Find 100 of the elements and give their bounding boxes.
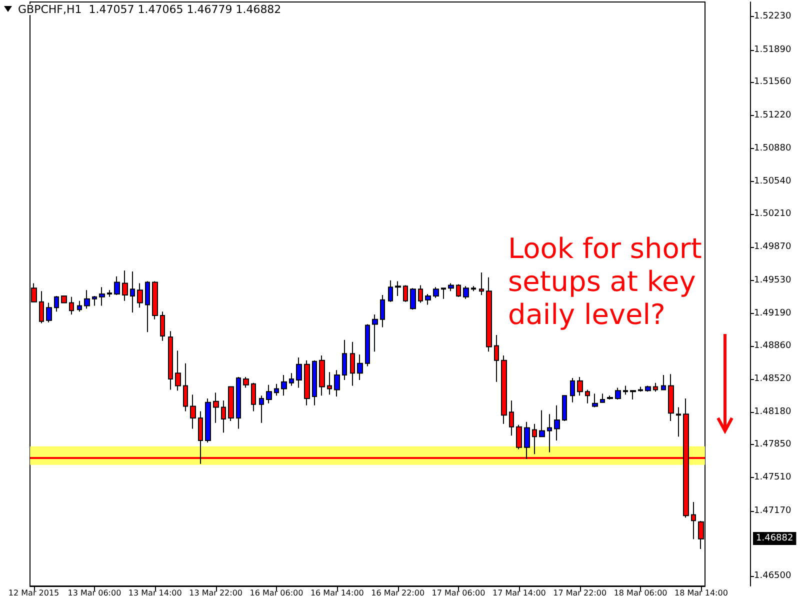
y-tick-label: 1.47510 xyxy=(754,472,792,483)
candlestick xyxy=(403,284,408,302)
candlestick xyxy=(592,393,598,408)
candlestick xyxy=(623,385,628,396)
candlestick xyxy=(107,290,112,298)
chart-title: GBPCHF,H1 1.47057 1.47065 1.46779 1.46882 xyxy=(18,3,282,16)
candlestick xyxy=(448,282,454,292)
candlestick xyxy=(145,280,150,333)
text: 1.46882 xyxy=(756,534,794,544)
candlestick xyxy=(570,377,575,403)
candlestick xyxy=(418,284,423,304)
candlestick xyxy=(183,362,188,412)
candlestick xyxy=(152,280,158,320)
candlestick xyxy=(554,404,560,441)
y-tick-label: 1.50210 xyxy=(754,208,792,219)
candlestick xyxy=(501,355,507,424)
candlestick xyxy=(46,302,52,323)
x-tick-label: 13 Mar 22:00 xyxy=(189,588,243,598)
candlestick xyxy=(691,502,696,540)
candlestick xyxy=(516,424,522,450)
candlestick xyxy=(213,392,219,424)
candlestick xyxy=(668,374,674,422)
y-tick-label: 1.46500 xyxy=(754,571,792,582)
candlestick xyxy=(577,376,583,396)
candlestick xyxy=(312,360,317,406)
candlestick xyxy=(509,400,514,436)
y-tick-label: 1.50540 xyxy=(754,176,792,187)
candlestick xyxy=(615,387,621,400)
candlestick xyxy=(259,395,264,424)
candlestick xyxy=(92,295,97,306)
candlestick xyxy=(441,288,446,300)
candlestick xyxy=(547,414,552,453)
candlestick xyxy=(274,383,279,396)
candlestick xyxy=(539,410,545,438)
x-tick-label: 18 Mar 06:00 xyxy=(614,588,668,598)
candlestick xyxy=(61,295,67,304)
x-tick-label: 12 Mar 2015 xyxy=(8,588,60,598)
y-tick-label: 1.49530 xyxy=(754,275,792,286)
candlestick xyxy=(39,290,44,324)
candlestick xyxy=(410,288,416,310)
y-tick-label: 1.51560 xyxy=(754,77,792,88)
y-tick-label: 1.48860 xyxy=(754,340,792,351)
candlestick xyxy=(638,386,643,392)
candlestick xyxy=(388,280,393,302)
candlestick xyxy=(130,271,135,314)
candlestick xyxy=(289,372,294,386)
x-tick-label: 16 Mar 14:00 xyxy=(310,588,364,598)
candlestick xyxy=(425,294,431,306)
candlestick xyxy=(77,300,82,312)
candlestick xyxy=(562,395,567,422)
y-tick-label: 1.51220 xyxy=(754,110,792,120)
candlestick xyxy=(137,282,143,308)
candlestick xyxy=(266,384,272,404)
y-tick-label: 1.50880 xyxy=(754,143,792,154)
y-tick-label: 1.52230 xyxy=(754,12,792,22)
candlestick xyxy=(327,372,332,396)
candlestick xyxy=(168,330,173,390)
candlestick xyxy=(281,374,287,396)
candlestick xyxy=(160,311,165,342)
candlestick xyxy=(630,390,636,400)
candlestick xyxy=(653,382,658,392)
candlestick xyxy=(524,421,530,460)
y-tick-label: 1.48180 xyxy=(754,407,792,418)
candlestick xyxy=(319,355,325,396)
candlestick xyxy=(228,386,234,422)
y-tick-label: 1.49870 xyxy=(754,242,792,252)
y-tick-label: 1.47850 xyxy=(754,439,792,450)
candlestick xyxy=(190,394,196,430)
candlestick xyxy=(471,286,476,292)
candlestick xyxy=(243,376,249,388)
x-tick-label: 17 Mar 22:00 xyxy=(553,588,607,598)
candlestick xyxy=(99,286,105,306)
candlestick xyxy=(357,354,363,380)
candlestick xyxy=(585,389,590,404)
x-tick-label: 13 Mar 06:00 xyxy=(68,588,122,598)
candlestick xyxy=(479,272,484,296)
candlestick xyxy=(342,339,347,380)
candlestick xyxy=(645,385,651,392)
candlestick xyxy=(236,376,241,430)
candlestick xyxy=(456,284,461,298)
candlestick xyxy=(304,360,310,406)
candlestick xyxy=(334,370,340,398)
candlestick xyxy=(600,393,605,403)
candlestick xyxy=(114,276,120,296)
candlestick xyxy=(463,286,469,300)
candlestick xyxy=(494,334,499,382)
x-tick-label: 16 Mar 06:00 xyxy=(250,588,304,598)
candlestick xyxy=(221,400,226,434)
candlestick xyxy=(296,356,302,388)
candlestick xyxy=(350,341,355,386)
x-tick-label: 17 Mar 06:00 xyxy=(432,588,486,598)
x-tick-label: 18 Mar 14:00 xyxy=(674,588,728,598)
candlestick xyxy=(69,296,74,316)
candlestick xyxy=(122,270,128,302)
candlestick xyxy=(395,280,401,296)
y-tick-label: 1.47170 xyxy=(754,506,792,516)
candlestick xyxy=(372,314,378,352)
candlestick xyxy=(676,406,681,438)
y-tick-label: 1.48520 xyxy=(754,374,792,384)
x-tick-label: 17 Mar 14:00 xyxy=(492,588,546,598)
